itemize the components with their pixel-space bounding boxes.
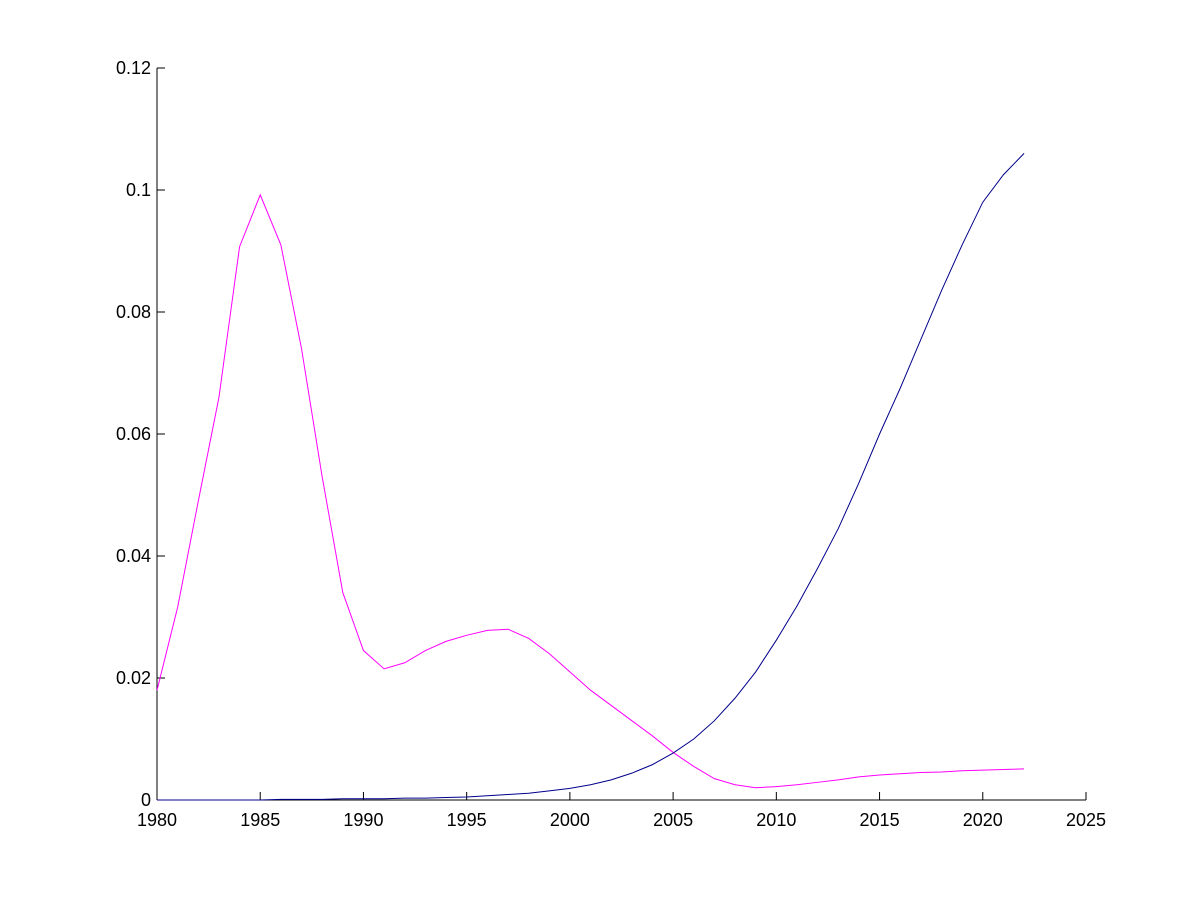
x-tick-label: 2010 bbox=[756, 810, 796, 830]
x-tick-label: 1995 bbox=[447, 810, 487, 830]
x-tick-label: 1980 bbox=[137, 810, 177, 830]
x-tick-label: 1985 bbox=[240, 810, 280, 830]
x-tick-label: 2025 bbox=[1066, 810, 1106, 830]
y-tick-label: 0.08 bbox=[116, 302, 151, 322]
x-tick-label: 2005 bbox=[653, 810, 693, 830]
y-tick-label: 0.06 bbox=[116, 424, 151, 444]
x-tick-label: 1990 bbox=[343, 810, 383, 830]
x-tick-label: 2020 bbox=[963, 810, 1003, 830]
x-tick-label: 2015 bbox=[860, 810, 900, 830]
y-tick-label: 0.04 bbox=[116, 546, 151, 566]
x-tick-label: 2000 bbox=[550, 810, 590, 830]
y-tick-label: 0.12 bbox=[116, 58, 151, 78]
y-tick-label: 0.02 bbox=[116, 668, 151, 688]
line bbox=[157, 153, 1025, 801]
y-tick-label: 0 bbox=[141, 790, 151, 810]
line bbox=[156, 193, 1025, 789]
y-tick-label: 0.1 bbox=[126, 180, 151, 200]
